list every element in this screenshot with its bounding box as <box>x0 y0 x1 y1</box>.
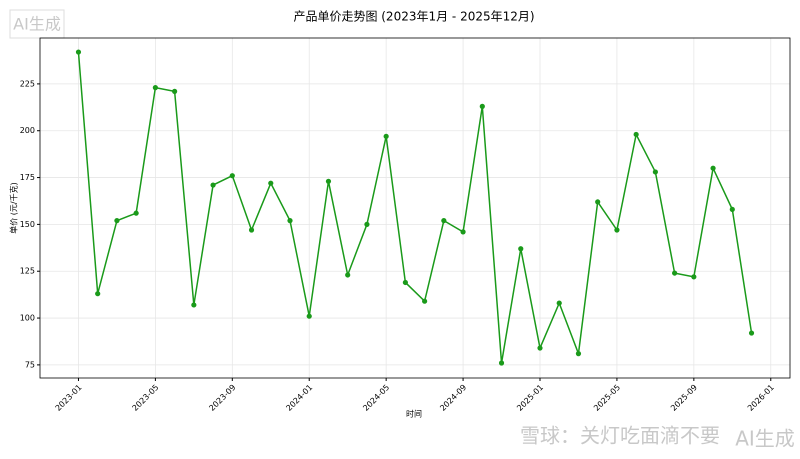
y-tick-label: 225 <box>20 79 35 88</box>
watermark-box <box>9 9 65 39</box>
point <box>441 218 447 224</box>
point <box>748 330 755 336</box>
x-tick-label: 2025-01 <box>515 383 545 413</box>
x-tick-label: 2023-05 <box>131 383 161 413</box>
y-axis-label: 单价 (元/千克) <box>9 182 19 233</box>
y-tick-label: 175 <box>20 173 35 182</box>
watermark: AI生成 <box>735 427 795 451</box>
x-tick-label: 2023-01 <box>54 383 84 413</box>
x-tick-label: 2025-05 <box>592 383 622 413</box>
point <box>345 272 351 278</box>
point <box>595 199 601 205</box>
point <box>402 279 408 286</box>
point <box>479 103 485 109</box>
point <box>633 131 639 138</box>
point <box>268 180 274 186</box>
point <box>325 178 332 184</box>
x-tick-label: 2024-01 <box>284 383 314 413</box>
point <box>75 49 82 55</box>
x-tick-label: 2024-09 <box>438 383 468 413</box>
point <box>210 182 216 188</box>
y-tick-label: 75 <box>25 360 35 369</box>
point <box>248 227 255 233</box>
y-tick-label: 200 <box>20 126 35 135</box>
point <box>575 351 582 357</box>
y-tick-label: 150 <box>20 220 35 229</box>
x-tick-label: 2024-05 <box>361 383 391 413</box>
x-tick-label: 2025-09 <box>669 383 699 413</box>
point <box>729 206 735 213</box>
watermark: 雪球：关灯吃面滴不要 <box>520 424 720 448</box>
point <box>498 360 505 366</box>
x-axis-label: 时间 <box>406 409 422 419</box>
point <box>710 165 716 171</box>
x-tick-label: 2026-01 <box>746 383 776 413</box>
point <box>614 227 620 233</box>
point <box>191 302 197 308</box>
point <box>518 246 524 252</box>
point <box>95 291 101 297</box>
point <box>306 313 312 319</box>
point <box>133 210 139 216</box>
point <box>652 169 658 175</box>
point <box>691 274 697 280</box>
point <box>422 298 428 304</box>
point <box>114 218 120 224</box>
point <box>537 345 543 351</box>
chart-title: 产品单价走势图 (2023年1月 - 2025年12月) <box>293 10 534 24</box>
point <box>287 218 293 224</box>
point <box>152 85 158 91</box>
line <box>77 51 753 364</box>
y-tick-label: 125 <box>20 267 35 276</box>
point <box>172 88 178 94</box>
point <box>383 133 389 139</box>
x-tick-label: 2023-09 <box>207 383 237 413</box>
point <box>672 270 678 276</box>
point <box>229 173 235 179</box>
point <box>364 221 370 227</box>
plot-frame <box>39 37 791 379</box>
watermark: AI生成 <box>13 15 61 34</box>
point <box>556 300 562 306</box>
y-tick-label: 100 <box>20 314 35 323</box>
point <box>460 229 466 235</box>
